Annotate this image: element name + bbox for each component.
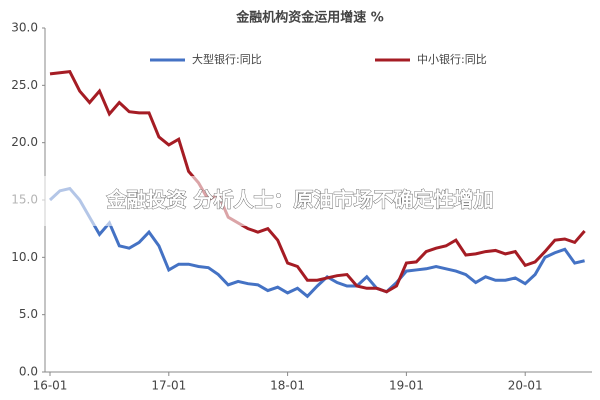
- y-tick-label: 25.0: [11, 78, 38, 92]
- chart-title: 金融机构资金运用增速 %: [235, 10, 384, 26]
- legend-label: 中小银行:同比: [417, 52, 487, 66]
- y-tick-label: 5.0: [19, 307, 38, 321]
- y-tick-label: 20.0: [11, 135, 38, 149]
- y-tick-label: 0.0: [19, 365, 38, 379]
- y-tick-label: 30.0: [11, 21, 38, 35]
- x-tick-label: 19-01: [389, 379, 424, 393]
- banner: [0, 176, 600, 226]
- legend-label: 大型银行:同比: [192, 52, 262, 66]
- x-tick-label: 18-01: [270, 379, 305, 393]
- series-line: [49, 69, 586, 294]
- series-line: [48, 186, 585, 299]
- y-tick-label: 10.0: [11, 250, 38, 264]
- x-tick-label: 16-01: [33, 379, 68, 393]
- banner-text: 金融投资 分析人士：原油市场不确定性增加: [106, 188, 494, 212]
- x-tick-label: 17-01: [151, 379, 186, 393]
- x-tick-label: 20-01: [508, 379, 543, 393]
